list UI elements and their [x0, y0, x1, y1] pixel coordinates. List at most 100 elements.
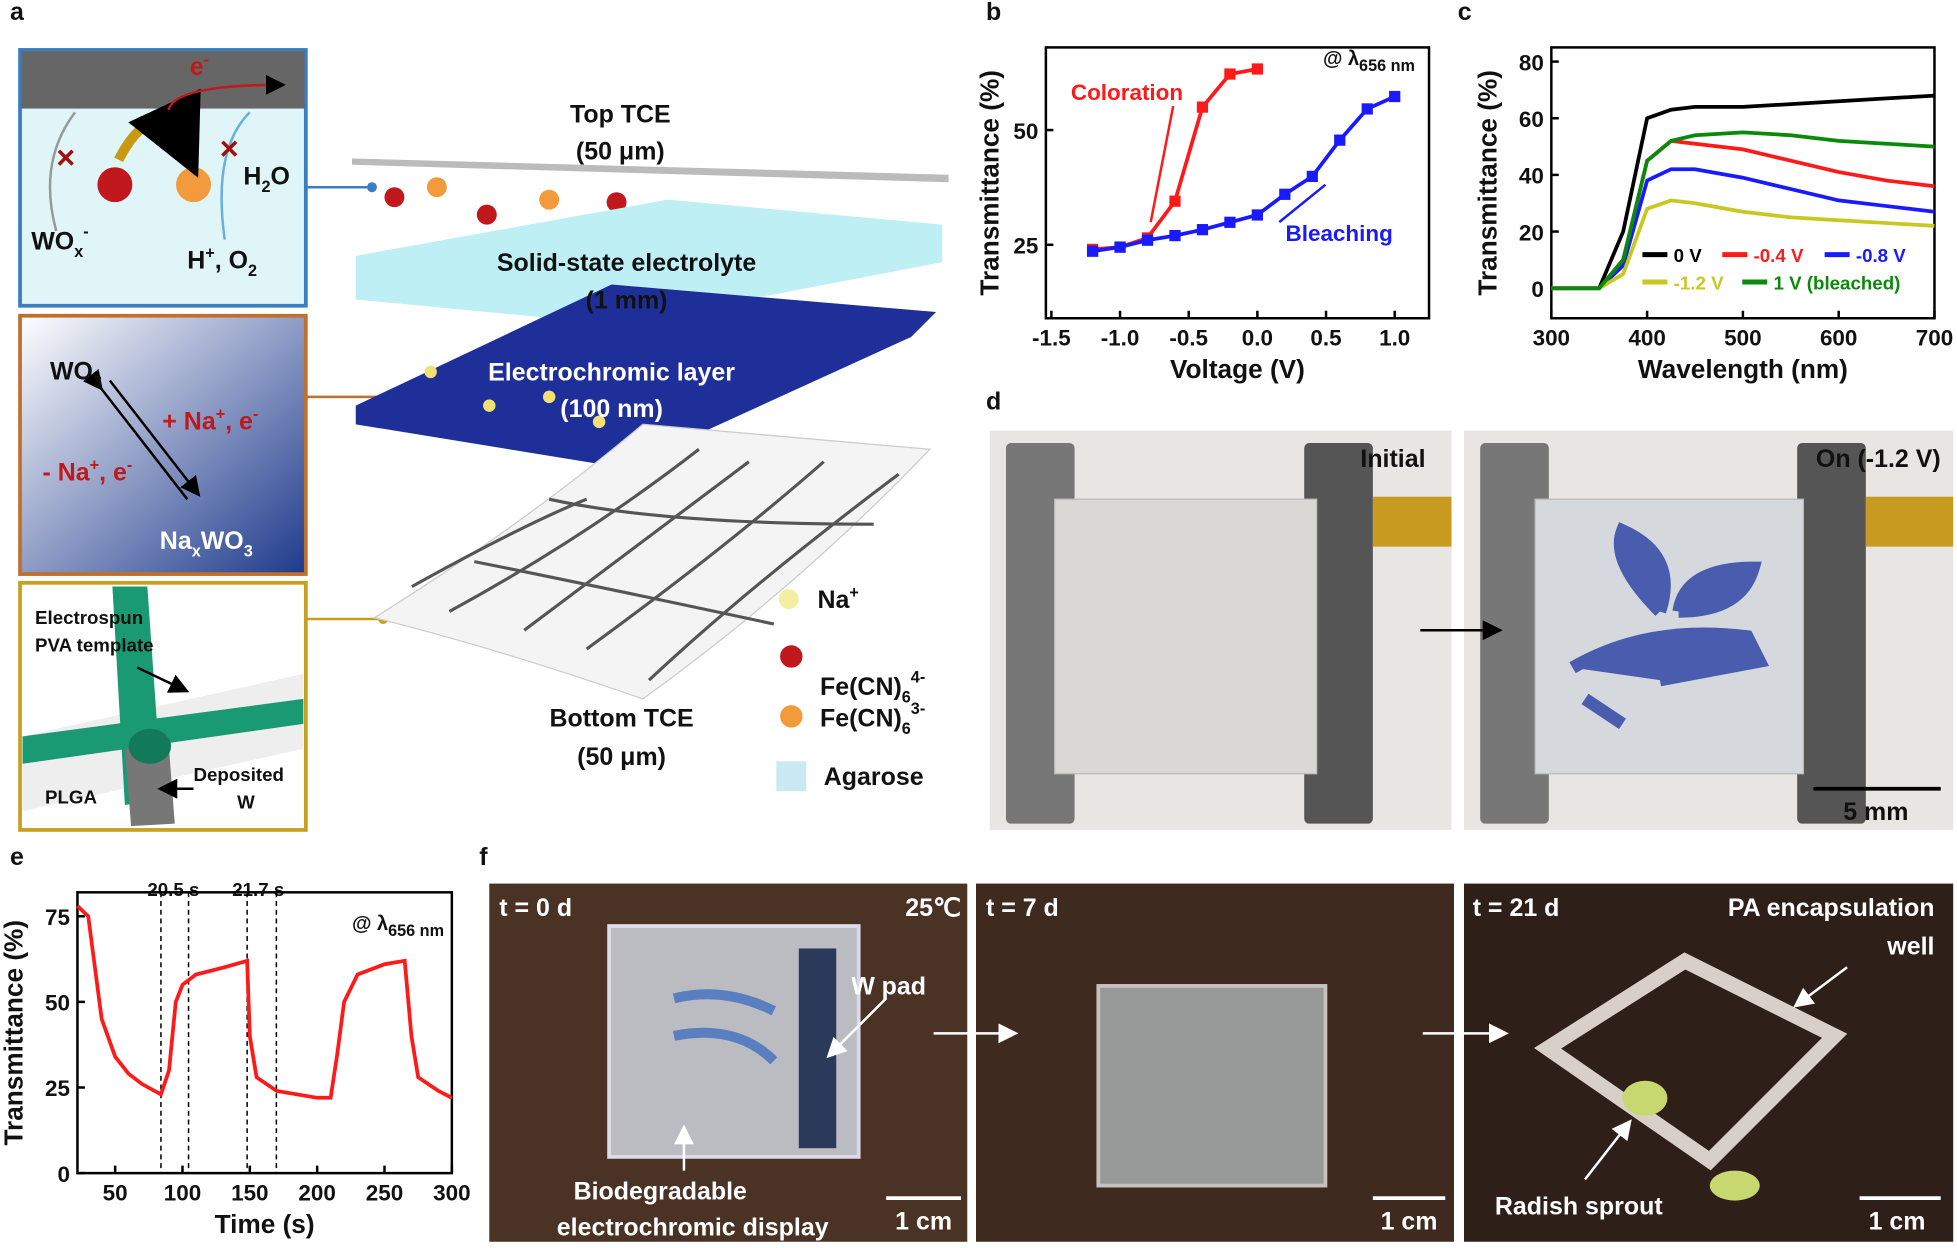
- annotation: 21.7 s: [232, 879, 284, 900]
- box-redox: × × e- H2O WOx- H+, O2: [18, 48, 308, 308]
- annotation: 20.5 s: [147, 879, 199, 900]
- label: + Na+, e-: [162, 405, 258, 435]
- y-axis-label: Transmittance (%): [1472, 70, 1502, 296]
- y-tick-label: 50: [45, 991, 70, 1016]
- text: 4-: [911, 669, 925, 687]
- photo-initial: [989, 430, 1452, 830]
- x-tick-label: 300: [1533, 326, 1570, 351]
- text: 6: [902, 689, 911, 707]
- legend-label: -0.8 V: [1856, 245, 1906, 266]
- panel-label: b: [986, 0, 1001, 26]
- text: 2: [261, 178, 270, 196]
- x-axis-label: Voltage (V): [1170, 354, 1305, 384]
- point: [1389, 90, 1401, 103]
- label: 1 cm: [895, 1207, 952, 1235]
- text: +: [216, 405, 225, 423]
- label: H2O: [243, 163, 289, 196]
- point: [1169, 195, 1181, 207]
- text: x: [74, 243, 83, 261]
- box-electrochromic: WO3 + Na+, e- - Na+, e- NaxWO3: [18, 313, 308, 576]
- label: (50 μm): [577, 743, 666, 771]
- label: Solid-state electrolyte: [497, 249, 756, 277]
- text: +: [90, 456, 99, 474]
- point: [1196, 101, 1209, 113]
- series-line: [1551, 167, 1935, 291]
- x-tick-label: 1.0: [1379, 326, 1410, 351]
- legend-label: 1 V (bleached): [1773, 273, 1900, 294]
- label: Electrospun: [35, 607, 143, 628]
- text: e: [190, 53, 204, 81]
- label: WO3: [50, 357, 102, 390]
- text: -: [127, 456, 132, 474]
- plot-frame: [1044, 46, 1431, 320]
- photo-day7: [976, 883, 1454, 1242]
- label: well: [1886, 933, 1934, 961]
- text: Na: [818, 586, 851, 614]
- x-tick-label: -1.5: [1032, 326, 1071, 351]
- series-line: [1551, 198, 1935, 291]
- y-tick-label: 50: [1013, 119, 1038, 144]
- plot-frame: [76, 891, 454, 1175]
- legend-label: Na+: [818, 584, 859, 614]
- point: [1196, 224, 1209, 236]
- text: O: [270, 163, 289, 191]
- arrows-white: [673, 966, 1941, 1200]
- label: (50 μm): [576, 138, 665, 166]
- x-tick-label: 500: [1724, 326, 1761, 351]
- label: 25℃: [905, 894, 961, 922]
- text: -: [204, 51, 209, 69]
- annotation: Coloration: [1071, 80, 1183, 105]
- label: Deposited: [194, 764, 285, 785]
- photo-day0: [489, 883, 968, 1242]
- label: Bottom TCE: [549, 704, 693, 732]
- y-tick-label: 60: [1519, 107, 1544, 132]
- arrow: [1149, 105, 1175, 223]
- x-tick-label: 400: [1628, 326, 1665, 351]
- panel-label: d: [986, 387, 1001, 415]
- x-axis-label: Time (s): [215, 1209, 315, 1239]
- panel-label: f: [479, 843, 488, 871]
- box-template: Electrospun PVA template Deposited W PLG…: [18, 580, 308, 832]
- x-tick-label: 100: [164, 1181, 201, 1206]
- text: Na: [160, 527, 193, 555]
- series-line: [76, 904, 453, 1100]
- text: 3-: [911, 700, 925, 718]
- label: electrochromic display: [557, 1214, 829, 1242]
- photo-day21: [1463, 883, 1954, 1242]
- panel-label: e: [10, 843, 24, 871]
- label: PLGA: [45, 787, 97, 808]
- label: Biodegradable: [574, 1177, 747, 1205]
- text: -: [253, 405, 258, 423]
- text: H: [243, 163, 261, 191]
- x-tick-label: 700: [1916, 326, 1953, 351]
- label: (100 nm): [560, 395, 663, 423]
- point: [1334, 134, 1346, 146]
- arrow: [1278, 183, 1327, 224]
- text: WO: [31, 228, 74, 256]
- label: t = 0 d: [499, 894, 572, 922]
- x-tick-label: 300: [433, 1181, 470, 1206]
- text: 6: [902, 720, 911, 738]
- legend-label: Fe(CN)63-: [820, 700, 925, 738]
- text: , e: [225, 407, 253, 435]
- y-tick-label: 0: [1531, 277, 1544, 302]
- annotation: @ λ656 nm: [1323, 48, 1415, 75]
- panel-label: c: [1458, 0, 1472, 26]
- label: e-: [190, 51, 209, 81]
- label: 1 cm: [1869, 1207, 1926, 1235]
- label: t = 21 d: [1473, 894, 1560, 922]
- legend-label: Fe(CN)64-: [820, 669, 925, 707]
- svg-text:×: ×: [220, 131, 239, 167]
- label: NaxWO3: [160, 527, 253, 560]
- label: 5 mm: [1843, 798, 1908, 826]
- panel-label: a: [10, 0, 25, 26]
- point: [1141, 234, 1154, 246]
- x-tick-label: 0.0: [1242, 326, 1273, 351]
- text: , e: [99, 458, 127, 486]
- text: WO: [50, 357, 93, 385]
- text: + Na: [162, 407, 217, 435]
- text: , O: [215, 246, 248, 274]
- label: W pad: [851, 973, 926, 1001]
- point: [1361, 103, 1373, 115]
- annotation: Bleaching: [1286, 221, 1393, 246]
